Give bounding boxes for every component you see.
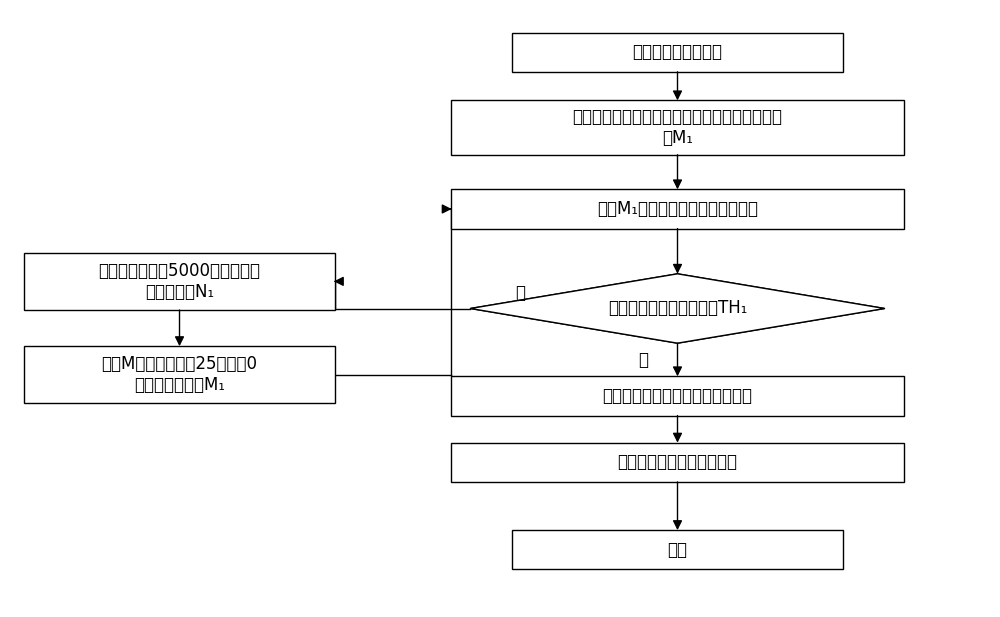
- Text: 取组M₁最大值，记录最大值及时刻: 取组M₁最大值，记录最大值及时刻: [597, 200, 758, 218]
- Text: 将组M中最大值前后25个值置0
后，形成新的组M₁: 将组M中最大值前后25个值置0 后，形成新的组M₁: [102, 355, 258, 394]
- FancyBboxPatch shape: [24, 346, 335, 404]
- Text: 结束: 结束: [668, 540, 688, 559]
- Polygon shape: [470, 274, 885, 343]
- FancyBboxPatch shape: [451, 189, 904, 228]
- Text: 提取该时刻前后5000个点，记为
微脉冲波形N₁: 提取该时刻前后5000个点，记为 微脉冲波形N₁: [99, 262, 261, 300]
- FancyBboxPatch shape: [24, 253, 335, 310]
- Text: 是: 是: [515, 284, 525, 302]
- Text: 读取波形，全局分区: 读取波形，全局分区: [633, 43, 722, 61]
- FancyBboxPatch shape: [512, 33, 843, 72]
- Text: 判断最大值是否大于阈值TH₁: 判断最大值是否大于阈值TH₁: [608, 299, 747, 318]
- Text: 否: 否: [638, 350, 648, 369]
- Text: 统计脉冲个数、最大值及对应时间: 统计脉冲个数、最大值及对应时间: [602, 387, 753, 405]
- FancyBboxPatch shape: [451, 101, 904, 155]
- Text: 提取微脉冲波形及原始数据: 提取微脉冲波形及原始数据: [618, 453, 738, 471]
- Text: 读取每个局部区域绝对值的最大值及时刻，分入
组M₁: 读取每个局部区域绝对值的最大值及时刻，分入 组M₁: [572, 108, 782, 147]
- FancyBboxPatch shape: [512, 530, 843, 569]
- FancyBboxPatch shape: [451, 442, 904, 482]
- FancyBboxPatch shape: [451, 376, 904, 416]
